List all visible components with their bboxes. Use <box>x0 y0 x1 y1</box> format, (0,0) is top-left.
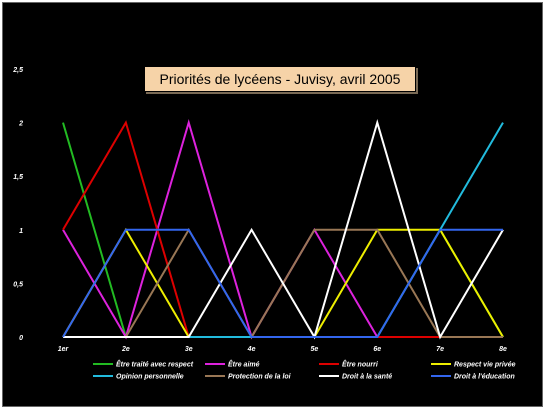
line-chart: 0 0,5 1 1,5 2 2,5 1er 2e 3e 4e 5e 6e 7e 8e Être trai… <box>12 67 516 381</box>
legend-label: Être traité avec respect <box>116 360 194 369</box>
chart-frame: 0 0,5 1 1,5 2 2,5 1er 2e 3e 4e 5e 6e 7e 8e Être trai… <box>2 2 543 407</box>
y-tick-label: 1,5 <box>13 174 23 181</box>
series-line <box>63 119 504 340</box>
y-axis-ticks: 0 0,5 1 1,5 2 2,5 <box>12 67 23 342</box>
chart-title: Priorités de lycéens - Juvisy, avril 200… <box>144 66 416 92</box>
legend-label: Opinion personnelle <box>116 374 184 381</box>
x-tick-label: 6e <box>373 346 381 353</box>
y-tick-label: 2,5 <box>12 67 23 74</box>
y-tick-label: 1 <box>19 228 23 235</box>
y-tick-label: 0 <box>19 335 23 342</box>
legend-label: Être nourri <box>342 360 379 369</box>
x-tick-label: 1er <box>58 346 70 353</box>
legend-label: Droit à l'éducation <box>454 374 515 381</box>
legend-label: Droit à la santé <box>342 374 392 381</box>
legend-label: Être aimé <box>228 360 260 369</box>
series-lines <box>62 119 504 340</box>
y-tick-label: 0,5 <box>13 281 23 288</box>
x-tick-label: 2e <box>121 346 130 353</box>
x-axis-ticks: 1er 2e 3e 4e 5e 6e 7e 8e <box>58 346 507 353</box>
series-line <box>62 228 503 338</box>
legend-label: Respect vie privée <box>454 362 516 369</box>
x-tick-label: 8e <box>499 346 507 353</box>
legend-label: Protection de la loi <box>228 374 292 381</box>
x-tick-label: 7e <box>436 346 444 353</box>
legend: Être traité avec respect Être aimé Être no… <box>93 360 516 381</box>
y-tick-label: 2 <box>18 121 23 128</box>
x-tick-label: 4e <box>247 346 256 353</box>
x-tick-label: 5e <box>311 346 319 353</box>
x-tick-label: 3e <box>185 346 193 353</box>
